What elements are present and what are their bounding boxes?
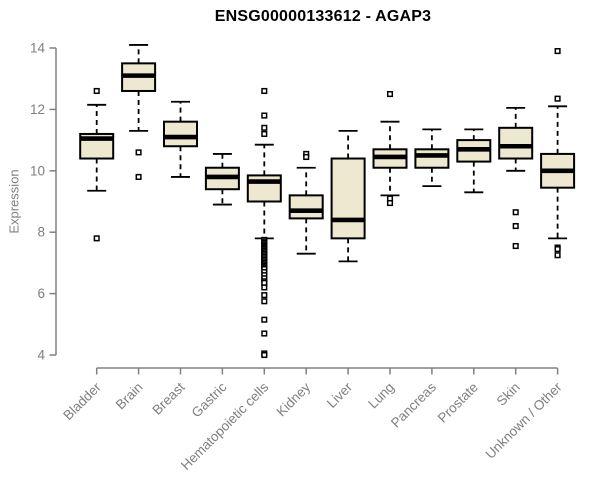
iqr-box [163,120,198,148]
outlier-point [261,284,268,291]
outlier-point [512,242,519,250]
outlier-point [93,87,100,95]
outlier-point [261,130,268,138]
outlier-point [261,112,268,119]
boxplot-gastric [204,153,240,206]
outlier-point [261,316,268,323]
outlier-point [261,330,268,337]
outlier-point [261,124,268,131]
boxplot-breast [163,100,198,178]
outlier-point [386,91,394,98]
y-tick-label: 8 [37,225,45,240]
x-tick-label: Skin [494,380,523,409]
x-tick-label: Prostate [435,380,481,426]
outlier-point [554,252,561,259]
y-tick-label: 10 [30,163,45,178]
y-tick-label: 6 [37,286,45,301]
boxplot-brain [121,44,157,180]
outlier-point [261,87,268,95]
outlier-point [386,199,394,207]
outlier-point [135,149,142,156]
iqr-box [498,126,534,160]
y-axis-title: Expression [6,169,22,234]
boxplot-bladder [79,87,115,242]
x-tick-label: Pancreas [388,379,439,430]
outlier-point [512,209,519,216]
x-tick-label: Kidney [274,379,314,419]
iqr-box [330,157,366,240]
outlier-point [93,235,100,242]
x-tick-label: Unknown / Other [482,379,565,462]
boxplot-lung [372,91,408,207]
outlier-point [261,351,268,359]
x-tick-label: Breast [149,379,187,417]
x-tick-label: Liver [324,379,356,411]
outlier-point [261,292,268,299]
x-tick-label: Bladder [60,379,104,423]
outlier-point [554,246,561,253]
iqr-box [414,148,450,169]
chart-title: ENSG00000133612 - AGAP3 [214,8,432,25]
boxplot-prostate [456,128,492,194]
outlier-point [554,48,561,55]
outlier-point [512,223,519,230]
y-tick-label: 12 [30,102,45,117]
outlier-point [303,153,310,161]
y-tick-label: 14 [30,41,46,56]
x-tick-label: Brain [113,380,146,413]
boxplot-skin [498,106,534,250]
outlier-point [261,298,268,305]
x-tick-label: Lung [365,380,397,412]
outlier-point [554,95,561,102]
iqr-box [288,194,324,220]
x-tick-label: Gastric [189,379,230,420]
boxplot-unknown-other [540,48,576,259]
boxplot-hematopoietic-cells [246,87,282,359]
boxplot-pancreas [414,128,450,188]
outlier-point [135,173,142,180]
boxplot-liver [330,129,366,263]
y-tick-label: 4 [37,348,45,363]
boxplot-kidney [288,150,324,255]
